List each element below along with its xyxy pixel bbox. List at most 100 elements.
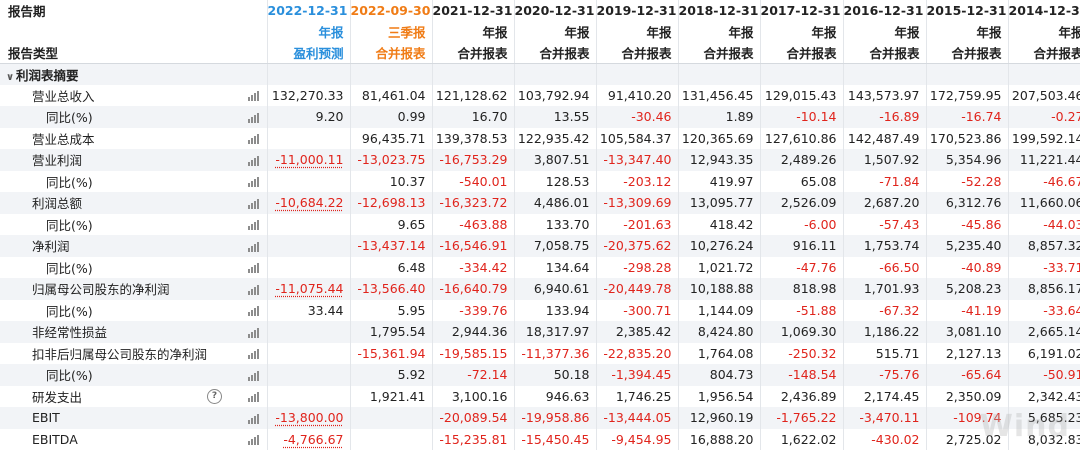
row-chart-cell[interactable] [240, 321, 268, 343]
table-row: 同比(%) 9.20 0.99 16.70 13.55 -30.46 1.89 -10.14-… [0, 106, 1080, 128]
row-chart-cell[interactable] [240, 299, 268, 321]
header-period-date[interactable]: 2017-12-31 [760, 0, 844, 21]
table-cell: -334.42 [432, 256, 515, 278]
table-cell: 50.18 [514, 364, 597, 386]
mini-chart-icon[interactable] [247, 155, 259, 166]
mini-chart-icon[interactable] [247, 241, 259, 252]
row-label: 非经常性损益 [0, 321, 240, 343]
table-cell: 1,069.30 [760, 321, 844, 343]
chevron-down-icon[interactable]: ∨ [6, 71, 15, 83]
table-cell: -13,444.05 [596, 407, 679, 429]
header-period-sub: 合并报表 [678, 42, 761, 64]
table-cell: -10,684.22 [267, 192, 351, 214]
table-cell: 2,385.42 [596, 321, 679, 343]
mini-chart-icon[interactable] [247, 413, 259, 424]
row-chart-cell[interactable] [240, 385, 268, 407]
mini-chart-icon[interactable] [247, 91, 259, 102]
table-cell: 3,807.51 [514, 149, 597, 171]
section-toggle[interactable]: ∨ 利润表摘要 [0, 63, 240, 85]
table-row: 扣非后归属母公司股东的净利润 -15,361.94 -19,585.15 -11,37… [0, 342, 1080, 364]
table-row: 同比(%) 9.65 -463.88 133.70 -201.63 418.42 -6.00… [0, 213, 1080, 235]
mini-chart-icon[interactable] [247, 306, 259, 317]
table-cell: 1,186.22 [843, 321, 927, 343]
table-row: 同比(%) 10.37 -540.01 128.53 -203.12 419.97 65.0… [0, 170, 1080, 192]
table-cell: 81,461.04 [350, 84, 433, 106]
mini-chart-icon[interactable] [247, 327, 259, 338]
table-cell: 133.94 [514, 299, 597, 321]
header-period-date[interactable]: 2020-12-31 [514, 0, 597, 21]
row-chart-cell[interactable] [240, 235, 268, 257]
row-chart-cell[interactable] [240, 106, 268, 128]
table-cell: -33.64 [1008, 299, 1080, 321]
table-cell: -11,075.44 [267, 278, 351, 300]
mini-chart-icon[interactable] [247, 392, 259, 403]
table-cell: 8,856.17 [1008, 278, 1080, 300]
mini-chart-icon[interactable] [247, 435, 259, 446]
header-period-type: 年报 [926, 21, 1009, 42]
table-cell: 2,127.13 [926, 342, 1009, 364]
row-chart-cell[interactable] [240, 127, 268, 149]
table-cell: 139,378.53 [432, 127, 515, 149]
table-cell: -67.32 [843, 299, 927, 321]
table-cell: 1,795.54 [350, 321, 433, 343]
header-period-date[interactable]: 2018-12-31 [678, 0, 761, 21]
table-cell: 3,100.16 [432, 385, 515, 407]
header-period-date[interactable]: 2015-12-31 [926, 0, 1009, 21]
header-row-period: 报告期 2022-12-31 2022-09-30 2021-12-31 2020-12… [0, 0, 1080, 21]
table-cell: 129,015.43 [760, 84, 844, 106]
mini-chart-icon[interactable] [247, 263, 259, 274]
table-cell: 96,435.71 [350, 127, 433, 149]
mini-chart-icon[interactable] [247, 284, 259, 295]
table-cell: 11,221.44 [1008, 149, 1080, 171]
row-chart-cell[interactable] [240, 364, 268, 386]
table-cell [350, 428, 433, 450]
table-cell [267, 127, 351, 149]
mini-chart-icon[interactable] [247, 370, 259, 381]
mini-chart-icon[interactable] [247, 349, 259, 360]
table-cell: -16.89 [843, 106, 927, 128]
row-chart-cell[interactable] [240, 84, 268, 106]
row-chart-cell[interactable] [240, 407, 268, 429]
header-period-date[interactable]: 2021-12-31 [432, 0, 515, 21]
row-chart-cell[interactable] [240, 149, 268, 171]
table-cell: 1.89 [678, 106, 761, 128]
mini-chart-icon[interactable] [247, 134, 259, 145]
row-chart-cell[interactable] [240, 192, 268, 214]
table-cell: -44.03 [1008, 213, 1080, 235]
mini-chart-icon[interactable] [247, 177, 259, 188]
table-cell: 128.53 [514, 170, 597, 192]
mini-chart-icon[interactable] [247, 112, 259, 123]
header-period-date[interactable]: 2014-12-31 [1008, 0, 1080, 21]
mini-chart-icon[interactable] [247, 198, 259, 209]
header-period-date[interactable]: 2022-09-30 [350, 0, 433, 21]
row-chart-cell[interactable] [240, 278, 268, 300]
header-period-date[interactable]: 2016-12-31 [843, 0, 927, 21]
table-row: 营业总收入 132,270.33 81,461.04 121,128.62 103,79… [0, 84, 1080, 106]
header-period-type: 年报 [514, 21, 597, 42]
table-cell: 418.42 [678, 213, 761, 235]
table-cell: 91,410.20 [596, 84, 679, 106]
table-cell: -6.00 [760, 213, 844, 235]
row-label: 同比(%) [0, 257, 240, 279]
table-cell: 170,523.86 [926, 127, 1009, 149]
row-chart-cell[interactable] [240, 256, 268, 278]
row-label: EBITDA [0, 429, 240, 451]
table-row: 同比(%) 5.92 -72.14 50.18 -1,394.45 804.73 -148.… [0, 364, 1080, 386]
row-chart-cell[interactable] [240, 213, 268, 235]
header-period-type: 年报 [432, 21, 515, 42]
mini-chart-icon[interactable] [247, 220, 259, 231]
row-chart-cell[interactable] [240, 342, 268, 364]
table-cell: -148.54 [760, 364, 844, 386]
table-cell: 1,764.08 [678, 342, 761, 364]
table-cell: 1,144.09 [678, 299, 761, 321]
header-period-date[interactable]: 2019-12-31 [596, 0, 679, 21]
row-chart-cell[interactable] [240, 428, 268, 450]
table-cell: -51.88 [760, 299, 844, 321]
table-cell: 5,685.23 [1008, 407, 1080, 429]
header-period-date[interactable]: 2022-12-31 [267, 0, 351, 21]
row-chart-cell[interactable] [240, 170, 268, 192]
table-cell: 33.44 [267, 299, 351, 321]
help-icon[interactable]: ? [207, 388, 222, 404]
table-row: 净利润 -13,437.14 -16,546.91 7,058.75 -20,375.6… [0, 235, 1080, 257]
table-row: 非经常性损益 1,795.54 2,944.36 18,317.97 2,385.42 8… [0, 321, 1080, 343]
